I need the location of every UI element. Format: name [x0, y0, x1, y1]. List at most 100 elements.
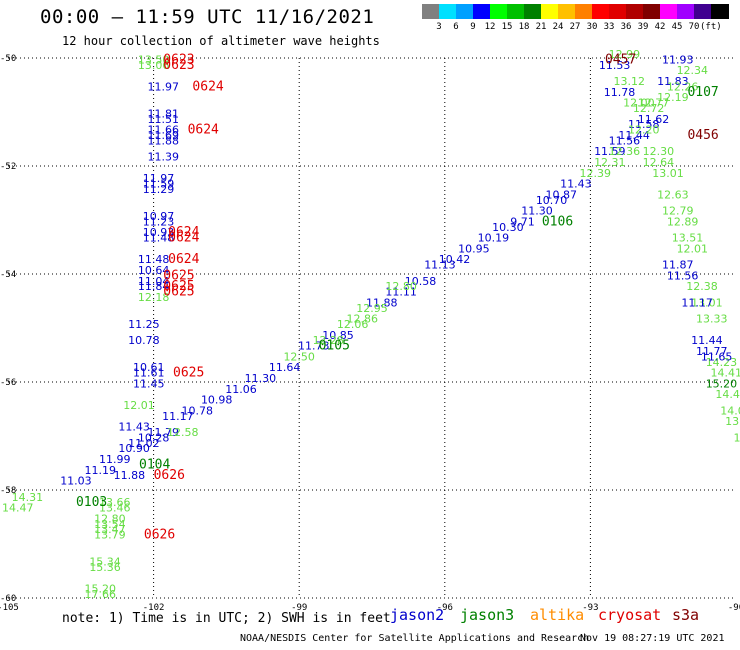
scale-unit: (ft) [700, 22, 722, 32]
wave-height-label: 11.87 [662, 259, 694, 272]
scale-swatch [694, 4, 712, 19]
scale-swatch [541, 4, 559, 19]
wave-height-label: 11.83 [657, 75, 689, 88]
wave-height-label: 11.39 [148, 151, 180, 164]
wave-height-label: 10.90 [118, 442, 150, 455]
wave-height-label: 11.93 [662, 53, 694, 66]
wave-height-label: 11.59 [143, 178, 175, 191]
wave-height-label: 12.79 [662, 205, 694, 218]
wave-height-label: 10.93 [143, 226, 175, 239]
wave-height-label: 13.01 [691, 296, 723, 309]
wave-height-label: 12.34 [677, 64, 709, 77]
time-label: 0456 [687, 128, 718, 143]
wave-height-label: 13.79 [94, 529, 126, 542]
scale-swatch [626, 4, 644, 19]
wave-height-label: 15.36 [89, 561, 121, 574]
wave-height-label: 12.58 [167, 426, 199, 439]
wave-height-label: 11.23 [143, 215, 175, 228]
time-label: 0457 [605, 52, 636, 67]
wave-height-label: 10.61 [133, 361, 165, 374]
y-tick-label: -56 [0, 378, 16, 388]
wave-height-label: 12.86 [347, 313, 379, 326]
scale-label: 24 [552, 22, 564, 32]
wave-height-label: 13.46 [99, 502, 131, 515]
scale-label: 70 [688, 22, 700, 32]
wave-height-label: 11.30 [245, 372, 277, 385]
scale-label: 45 [671, 22, 683, 32]
credit-line: NOAA/NESDIS Center for Satellite Applica… [240, 633, 590, 644]
wave-height-label: 12.72 [633, 102, 665, 115]
wave-height-label: 10.70 [536, 194, 568, 207]
y-tick-label: -60 [0, 594, 16, 604]
scale-label: 18 [518, 22, 530, 32]
generated-time: Nov 19 08:27:19 UTC 2021 [580, 633, 725, 644]
wave-height-label: 11.44 [618, 129, 650, 142]
scale-swatch [439, 4, 457, 19]
scale-swatch [507, 4, 525, 19]
wave-height-label: 12.06 [337, 318, 369, 331]
wave-height-label: 12.18 [138, 291, 170, 304]
wave-height-label: 13.51 [672, 232, 704, 245]
wave-height-label: 10.98 [201, 394, 233, 407]
scale-label: 30 [586, 22, 598, 32]
wave-height-label: 11.73 [298, 340, 330, 353]
wave-height-label: 13.47 [94, 523, 126, 536]
wave-height-label: 11.17 [681, 296, 713, 309]
wave-height-label: 12.95 [356, 302, 388, 315]
wave-height-label: 14.41 [711, 367, 740, 380]
wave-height-label: 17.66 [84, 588, 116, 601]
wave-height-label: 10.19 [478, 232, 510, 245]
wave-height-label: 14.47 [2, 502, 34, 515]
x-tick-label: -93 [582, 603, 598, 613]
time-label: 0624 [192, 79, 223, 94]
scale-swatch [677, 4, 695, 19]
wave-height-label: 10.64 [138, 264, 170, 277]
scale-label: 12 [484, 22, 496, 32]
time-label: 0103 [76, 495, 107, 510]
wave-height-label: 12.01 [123, 399, 155, 412]
wave-height-label: 12.80 [385, 280, 417, 293]
scale-swatch [609, 4, 627, 19]
wave-height-label: 14.23 [706, 356, 738, 369]
wave-height-label: 11.29 [143, 183, 175, 196]
wave-height-label: 13.50 [138, 53, 170, 66]
wave-height-label: 13.54 [94, 518, 126, 531]
scale-swatch [575, 4, 593, 19]
scale-swatch [558, 4, 576, 19]
page-subtitle: 12 hour collection of altimeter wave hei… [62, 34, 380, 48]
wave-height-label: 12.19 [657, 91, 689, 104]
scale-label: 3 [436, 22, 442, 32]
wave-height-label: 12.26 [667, 80, 699, 93]
time-label: 0624 [168, 225, 199, 240]
wave-height-label: 11.66 [148, 124, 180, 137]
scale-label: 33 [603, 22, 615, 32]
wave-height-label: 15.20 [706, 377, 738, 390]
x-tick-label: -105 [0, 603, 19, 613]
wave-height-label: 11.99 [99, 453, 131, 466]
scale-label: 27 [569, 22, 581, 32]
wave-height-label: 11.43 [560, 178, 592, 191]
time-label: 0625 [163, 268, 194, 283]
wave-height-label: 13.66 [99, 496, 131, 509]
wave-height-label: 10.78 [128, 334, 160, 347]
y-tick-label: -54 [0, 270, 16, 280]
time-label: 0106 [542, 214, 573, 229]
wave-height-label: 11.69 [148, 129, 180, 142]
wave-height-label: 12.36 [609, 145, 641, 158]
wave-height-label: 11.13 [424, 259, 456, 272]
scale-swatch [490, 4, 508, 19]
wave-height-label: 11.25 [128, 318, 160, 331]
wave-height-label: 13.33 [696, 313, 728, 326]
wave-height-label: 10.58 [405, 275, 437, 288]
wave-height-label: 11.51 [148, 113, 180, 126]
wave-height-label: 11.65 [701, 350, 733, 363]
wave-height-label: 10.30 [492, 221, 524, 234]
wave-height-label: 11.64 [269, 361, 301, 374]
y-tick-label: -52 [0, 162, 16, 172]
wave-height-label: 10.85 [322, 329, 354, 342]
wave-height-label: 13.01 [652, 167, 684, 180]
wave-height-label: 12.89 [667, 215, 699, 228]
time-label: 0104 [139, 457, 170, 472]
wave-height-label: 10.28 [138, 431, 170, 444]
